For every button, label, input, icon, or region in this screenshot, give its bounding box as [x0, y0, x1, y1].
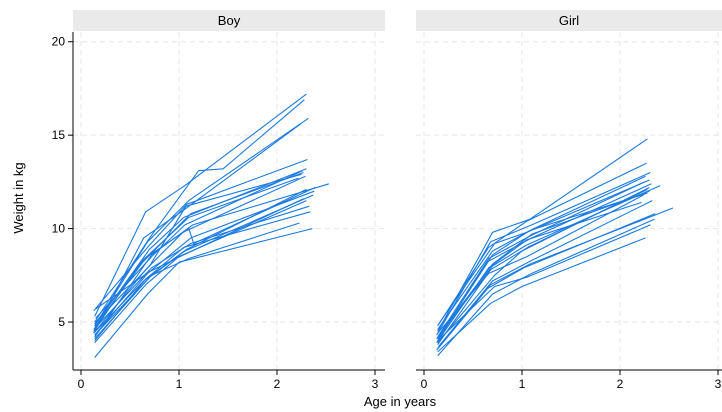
series-line-1: [94, 93, 307, 317]
series-line-15: [437, 218, 655, 357]
series-line-13: [94, 190, 315, 336]
x-tick-label: 0: [78, 377, 85, 391]
panel-girl: Girl 0 1 2 3: [416, 10, 722, 391]
series-line-4: [437, 175, 646, 330]
series-line-5: [438, 179, 650, 325]
x-tick-label: 1: [176, 377, 183, 391]
series-line-19: [436, 201, 642, 343]
series-line-18: [437, 192, 648, 340]
series-line-14: [436, 213, 656, 351]
x-axis-title: Age in years: [364, 394, 437, 409]
series-line-10: [437, 187, 650, 343]
series-line-20: [95, 198, 304, 310]
x-tick-label: 3: [715, 377, 722, 391]
series-line-8: [436, 185, 661, 340]
chart-panels: Boy 0 1 2 3 5 10 15 20 Girl 0 1 2 3: [52, 10, 722, 391]
series-line-19: [94, 228, 313, 358]
panel-boy: Boy 0 1 2 3 5 10 15 20: [52, 10, 385, 391]
series-line-11: [437, 194, 644, 334]
x-tick-label: 2: [274, 377, 281, 391]
panel-strip: [73, 10, 385, 31]
series-line-4: [94, 123, 301, 332]
y-tick-label: 5: [58, 315, 65, 329]
y-tick-label: 20: [52, 35, 66, 49]
y-tick-label: 10: [52, 222, 66, 236]
series-line-16: [437, 224, 651, 342]
x-tick-label: 1: [519, 377, 526, 391]
series-line-9: [437, 188, 648, 345]
panel-strip: [416, 10, 722, 31]
series-line-22: [94, 168, 307, 327]
series-line-16: [93, 205, 310, 330]
series-line-17: [94, 211, 311, 342]
panel-title: Boy: [218, 13, 241, 28]
series-line-17: [437, 237, 646, 353]
y-axis-title: Weight in kg: [11, 162, 26, 233]
series-line-21: [93, 188, 307, 334]
panel-title: Girl: [559, 13, 579, 28]
x-tick-label: 3: [372, 377, 379, 391]
series-line-5: [93, 158, 308, 312]
y-tick-label: 15: [52, 128, 66, 142]
series-line-1: [437, 138, 648, 332]
series-line-20: [438, 190, 650, 336]
x-tick-label: 0: [421, 377, 428, 391]
series-line-18: [94, 222, 300, 336]
series-line-6: [437, 181, 645, 338]
series-line-12: [93, 187, 316, 332]
x-tick-label: 2: [617, 377, 624, 391]
series-line-8: [95, 173, 302, 323]
